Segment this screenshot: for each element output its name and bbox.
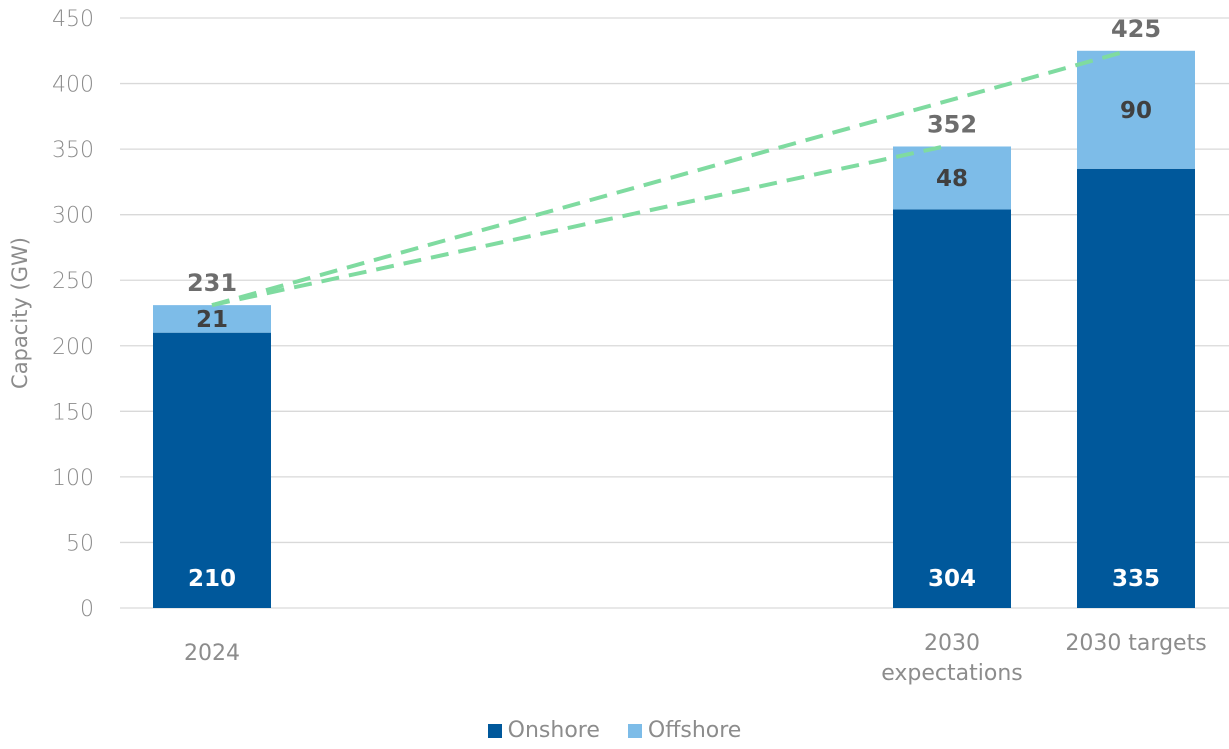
- legend-item-offshore: Offshore: [627, 718, 742, 743]
- trend-lines: [211, 48, 1129, 308]
- data-label-offshore: 90: [1120, 98, 1152, 124]
- bar-onshore-2: [1077, 168, 1195, 608]
- trend-line: [211, 144, 945, 308]
- y-tick-label: 400: [52, 73, 94, 98]
- legend-label-onshore: Onshore: [507, 718, 600, 743]
- x-category-label: 2024: [184, 641, 240, 666]
- bar-onshore-0: [153, 332, 271, 608]
- data-label-onshore: 210: [188, 566, 236, 592]
- y-tick-label: 100: [52, 466, 94, 491]
- x-axis-categories: 2024 2030 expectations 2030 targets: [184, 631, 1207, 686]
- trend-line: [211, 48, 1129, 308]
- data-labels: 210 21 231 304 48 352 335 90 425: [187, 15, 1161, 592]
- data-label-offshore: 48: [936, 166, 968, 192]
- data-label-onshore: 335: [1112, 566, 1160, 592]
- bars: [153, 50, 1195, 608]
- data-label-total: 425: [1111, 15, 1161, 43]
- data-label-offshore: 21: [196, 307, 228, 333]
- y-axis-label: Capacity (GW): [8, 237, 32, 389]
- data-label-onshore: 304: [928, 566, 976, 592]
- y-tick-label: 250: [52, 269, 94, 294]
- legend-swatch-onshore: [487, 723, 502, 738]
- y-tick-label: 450: [52, 7, 94, 32]
- legend-swatch-offshore: [627, 723, 642, 738]
- x-category-label: 2030 targets: [1065, 631, 1206, 656]
- legend-label-offshore: Offshore: [647, 718, 742, 743]
- y-tick-label: 50: [66, 531, 94, 556]
- bar-offshore-2: [1077, 50, 1195, 169]
- data-label-total: 352: [927, 110, 977, 138]
- bar-offshore-1: [893, 146, 1011, 210]
- y-tick-label: 300: [52, 204, 94, 229]
- bar-offshore-0: [153, 305, 271, 333]
- legend-item-onshore: Onshore: [487, 718, 600, 743]
- x-category-label: 2030 expectations: [881, 631, 1022, 686]
- y-tick-label: 350: [52, 138, 94, 163]
- y-tick-label: 200: [52, 335, 94, 360]
- y-tick-label: 0: [80, 597, 94, 622]
- bar-onshore-1: [893, 209, 1011, 608]
- gridlines: [120, 17, 1229, 609]
- legend: Onshore Offshore: [0, 718, 1229, 743]
- y-tick-label: 150: [52, 400, 94, 425]
- y-axis-ticks: 0 50 100 150 200 250 300 350 400 450: [52, 7, 94, 622]
- data-label-total: 231: [187, 269, 237, 297]
- capacity-chart: 0 50 100 150 200 250 300 350 400 450 Capacity (GW…: [8, 7, 1229, 686]
